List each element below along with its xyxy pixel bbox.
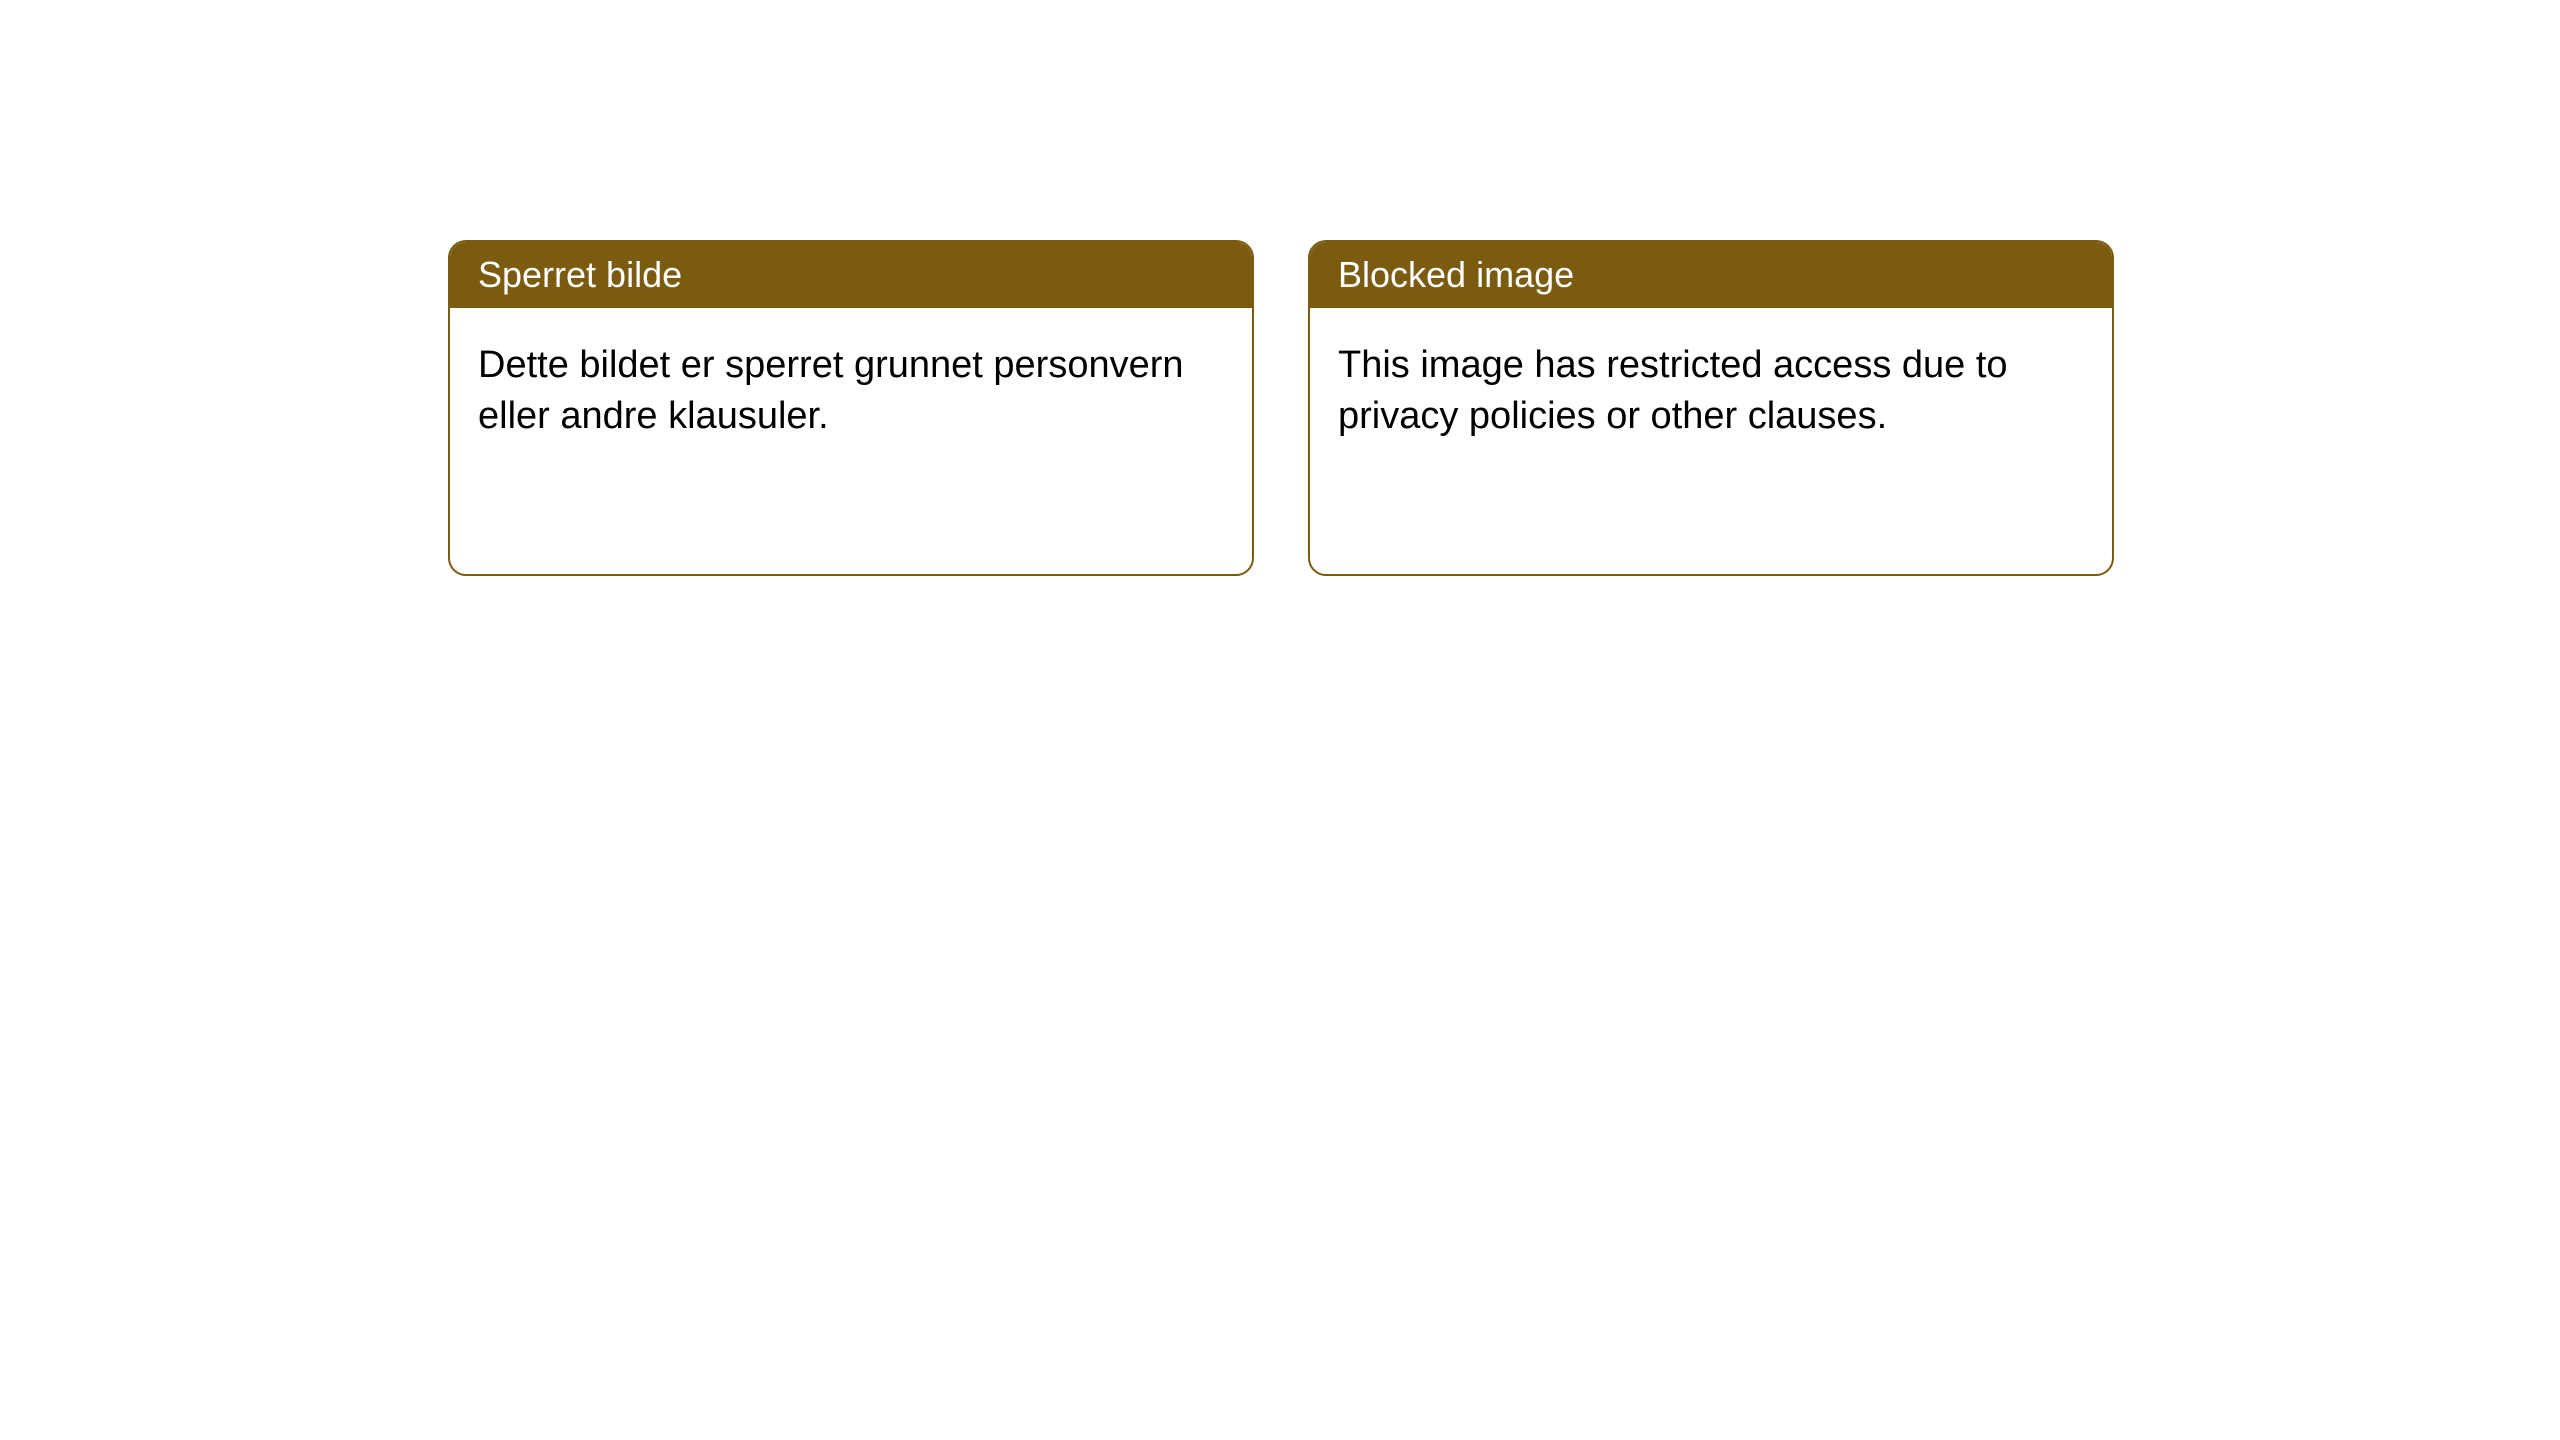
notice-header: Blocked image [1310, 242, 2112, 308]
notice-container: Sperret bilde Dette bildet er sperret gr… [0, 0, 2560, 576]
notice-box-english: Blocked image This image has restricted … [1308, 240, 2114, 576]
notice-body-text: Dette bildet er sperret grunnet personve… [478, 344, 1184, 437]
notice-body: This image has restricted access due to … [1310, 308, 2112, 475]
notice-body: Dette bildet er sperret grunnet personve… [450, 308, 1252, 475]
notice-header-text: Sperret bilde [478, 254, 682, 295]
notice-box-norwegian: Sperret bilde Dette bildet er sperret gr… [448, 240, 1254, 576]
notice-body-text: This image has restricted access due to … [1338, 344, 2008, 437]
notice-header-text: Blocked image [1338, 254, 1574, 295]
notice-header: Sperret bilde [450, 242, 1252, 308]
